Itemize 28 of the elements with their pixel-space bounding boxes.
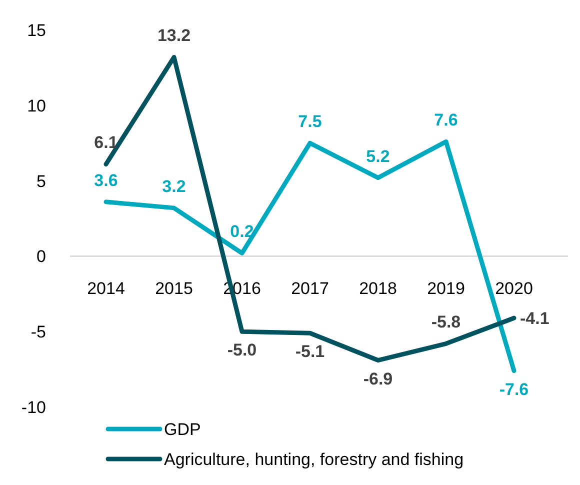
data-label: 6.1 (94, 133, 118, 152)
x-tick-label: 2019 (427, 279, 465, 298)
data-label: -6.9 (363, 369, 393, 388)
x-tick-label: 2018 (359, 279, 397, 298)
y-tick-label: 5 (36, 172, 46, 191)
x-tick-label: 2020 (495, 279, 533, 298)
data-label: -5.8 (431, 312, 461, 332)
data-label: -7.6 (499, 380, 529, 399)
data-label: -5.0 (227, 340, 257, 360)
y-tick-label: 15 (27, 20, 46, 40)
legend-label: Agriculture, hunting, forestry and fishing (164, 450, 464, 469)
data-label: 3.2 (162, 176, 186, 196)
data-label: 7.5 (298, 112, 322, 132)
data-label: 0.2 (230, 222, 254, 242)
x-tick-label: 2015 (155, 279, 193, 298)
data-label: -4.1 (520, 309, 550, 328)
legend-label: GDP (164, 420, 201, 439)
data-label: 3.6 (94, 170, 118, 190)
x-tick-label: 2014 (87, 279, 125, 298)
data-label: -5.1 (295, 342, 325, 362)
data-label: 7.6 (434, 110, 458, 130)
y-tick-label: -5 (30, 322, 46, 342)
y-tick-label: 0 (36, 247, 46, 266)
y-tick-label: 10 (27, 96, 46, 116)
data-label: 5.2 (366, 146, 390, 166)
data-label: 13.2 (157, 26, 191, 46)
x-tick-label: 2017 (291, 279, 329, 298)
y-tick-label: -10 (21, 398, 46, 417)
